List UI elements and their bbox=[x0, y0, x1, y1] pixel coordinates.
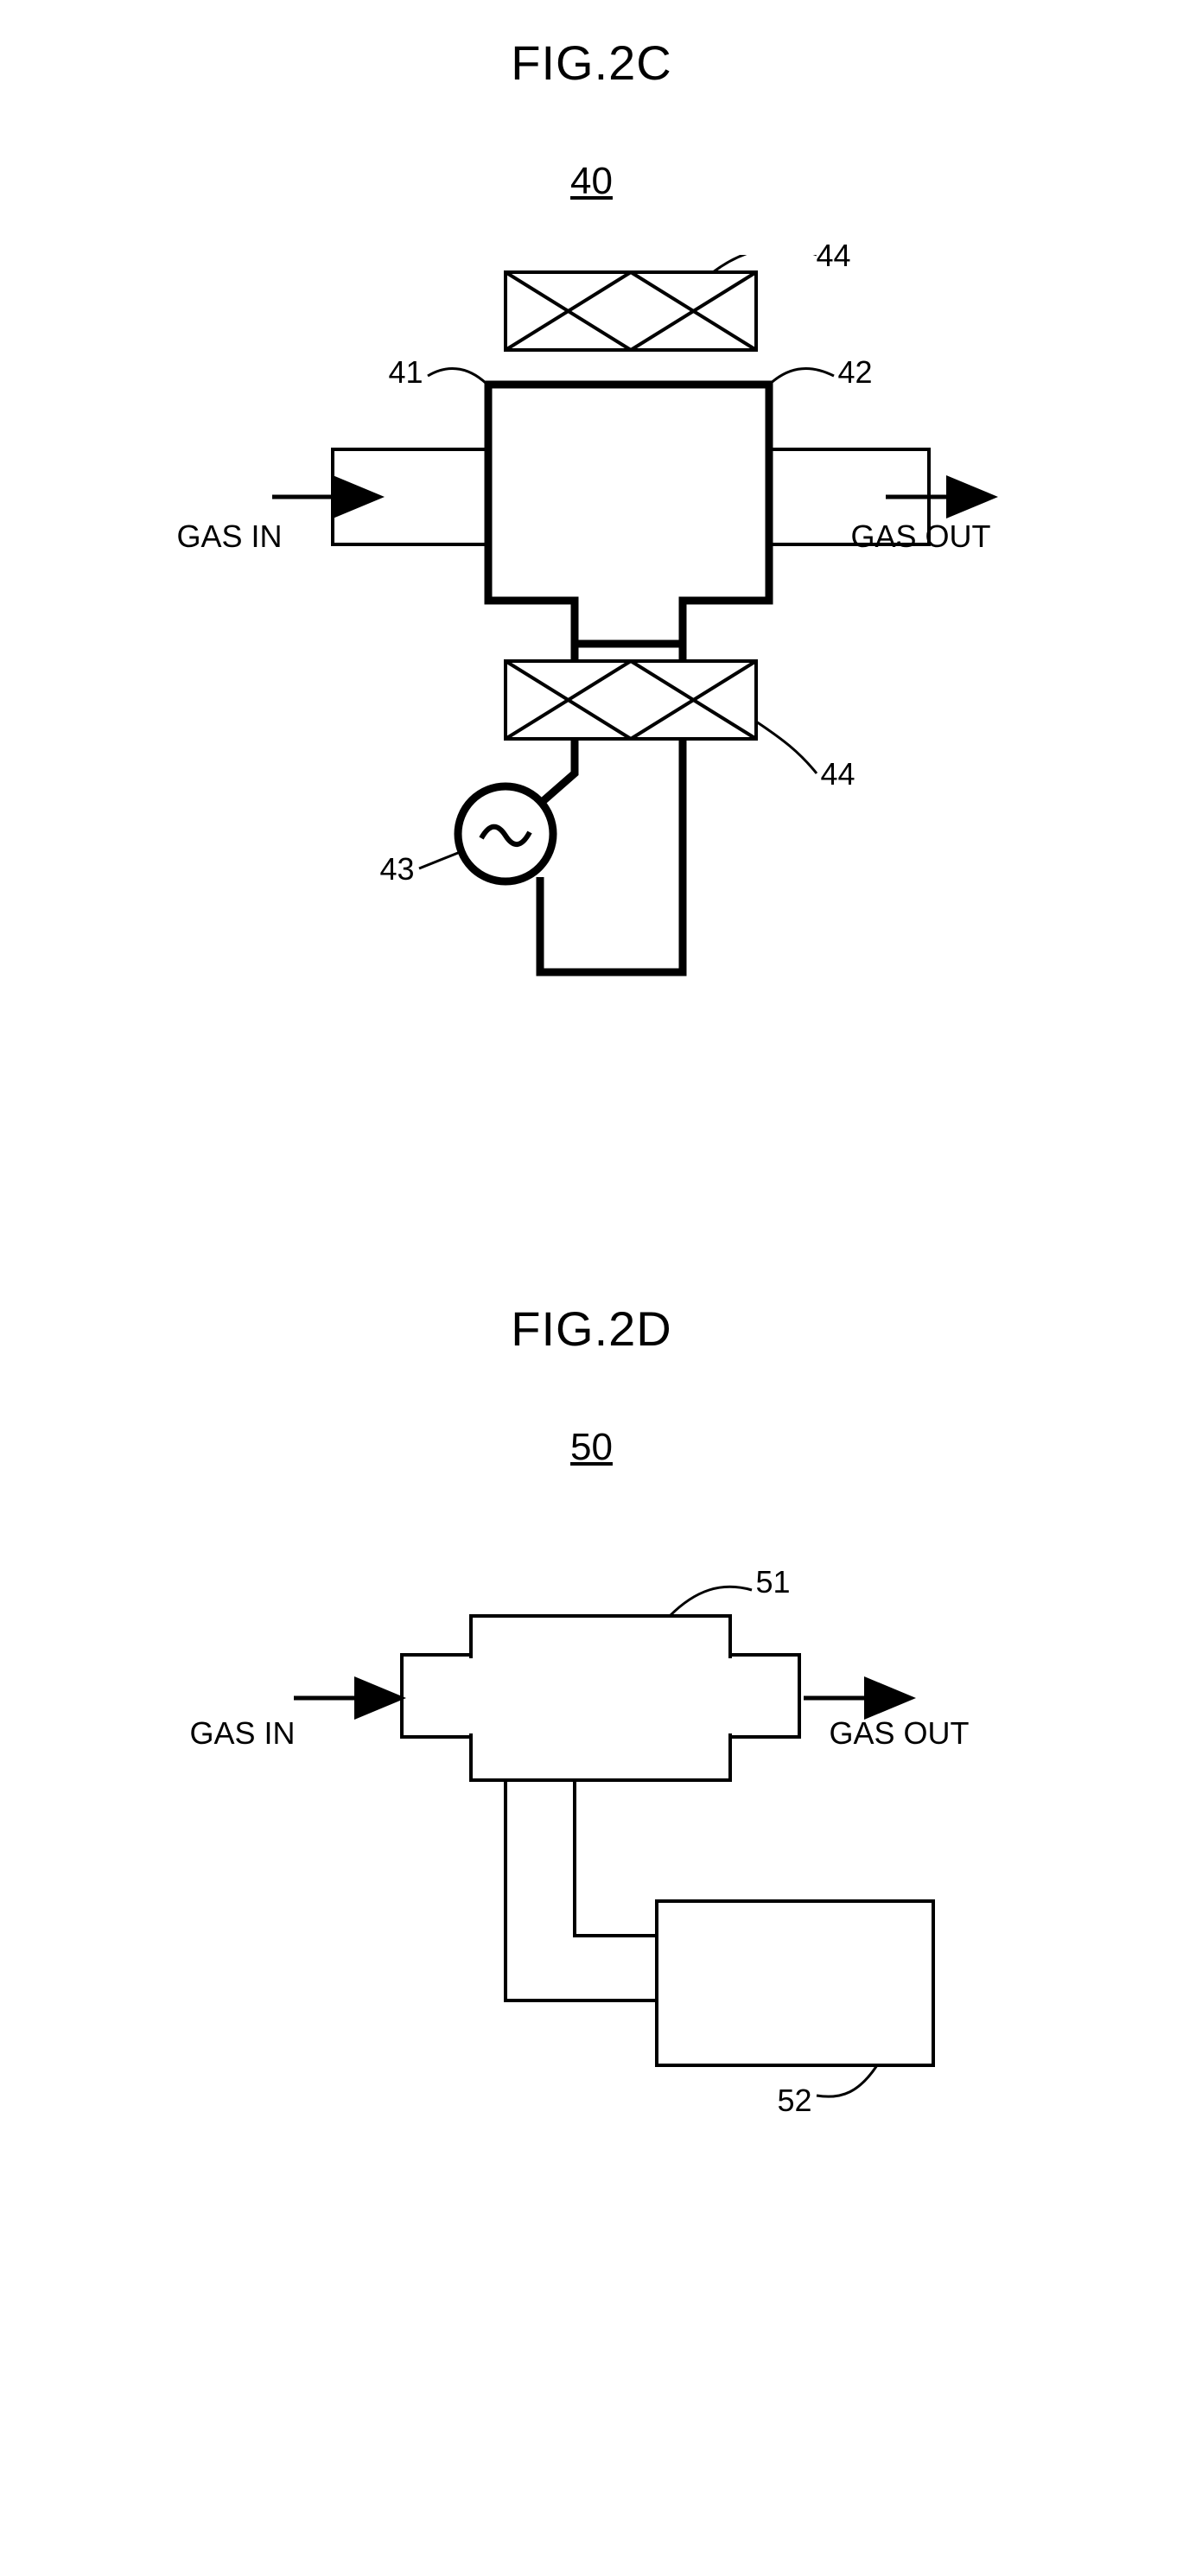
right-port bbox=[730, 1655, 799, 1737]
ref-44-top: 44 bbox=[817, 238, 851, 274]
gas-in-label: GAS IN bbox=[177, 518, 283, 555]
chamber-outline bbox=[488, 385, 769, 644]
figure-2c: FIG.2C 40 bbox=[17, 35, 1166, 1076]
ref-52: 52 bbox=[778, 2083, 812, 2119]
gas-out-label: GAS OUT bbox=[830, 1715, 970, 1752]
gas-in-label: GAS IN bbox=[190, 1715, 296, 1752]
box-52 bbox=[657, 1901, 933, 2065]
figure-title: FIG.2C bbox=[17, 35, 1166, 91]
ref-43: 43 bbox=[380, 851, 415, 887]
assembly-number: 40 bbox=[17, 160, 1166, 203]
ref-51: 51 bbox=[756, 1564, 791, 1600]
diagram-2c: 44 41 42 44 43 GAS IN GAS OUT bbox=[160, 255, 1024, 1076]
ref-41: 41 bbox=[389, 354, 423, 391]
leader-44-bottom bbox=[756, 722, 817, 773]
assembly-number: 50 bbox=[17, 1426, 1166, 1469]
gas-out-label: GAS OUT bbox=[851, 518, 991, 555]
chamber-51 bbox=[471, 1616, 730, 1780]
leader-44-top bbox=[713, 255, 817, 272]
ref-42: 42 bbox=[838, 354, 873, 391]
diagram-2c-svg bbox=[160, 255, 1024, 1076]
leader-52 bbox=[817, 2065, 877, 2096]
leader-41 bbox=[428, 368, 490, 387]
bottom-crossed-box bbox=[506, 661, 756, 739]
wire-right bbox=[575, 1780, 657, 1936]
wire-left bbox=[506, 1780, 657, 2000]
diagram-2d-svg bbox=[160, 1521, 1024, 2126]
figure-title: FIG.2D bbox=[17, 1301, 1166, 1357]
wire-right-loop bbox=[540, 739, 683, 972]
figure-2d: FIG.2D 50 bbox=[17, 1301, 1166, 2126]
left-port bbox=[402, 1655, 471, 1737]
leader-43 bbox=[419, 851, 462, 868]
diagram-2d: 51 52 GAS IN GAS OUT bbox=[160, 1521, 1024, 2126]
leader-51 bbox=[670, 1587, 752, 1616]
ref-44-bottom: 44 bbox=[821, 756, 855, 792]
wire-left bbox=[540, 739, 575, 804]
top-crossed-box bbox=[506, 272, 756, 350]
leader-42 bbox=[766, 368, 834, 387]
